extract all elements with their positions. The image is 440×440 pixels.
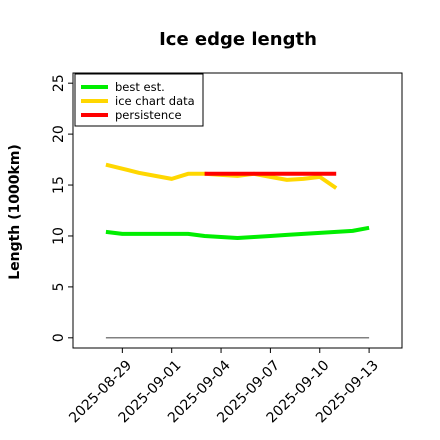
y-tick-label-15: 15 [51, 176, 67, 194]
series-line-ice-chart-data [105, 162, 338, 190]
chart-title: Ice edge length [159, 29, 317, 50]
y-tick-label-0: 0 [51, 333, 67, 342]
y-axis-label: Length (1000km) [7, 144, 23, 280]
legend-label-ice-chart-data: ice chart data [115, 94, 195, 108]
y-tick-label-10: 10 [51, 227, 67, 245]
legend-label-persistence: persistence [115, 108, 182, 122]
y-tick-label-5: 5 [51, 282, 67, 291]
x-axis: 2025-08-292025-09-012025-09-042025-09-07… [66, 348, 382, 426]
y-tick-label-20: 20 [51, 125, 67, 143]
legend-label-best-est-: best est. [115, 80, 165, 94]
y-axis: 0 5 10 15 20 25 [51, 74, 73, 342]
series-line-best-est- [105, 225, 370, 240]
plot-area [72, 72, 403, 349]
y-tick-label-25: 25 [51, 74, 67, 92]
legend-box [74, 73, 204, 127]
plot-frame [72, 72, 403, 349]
